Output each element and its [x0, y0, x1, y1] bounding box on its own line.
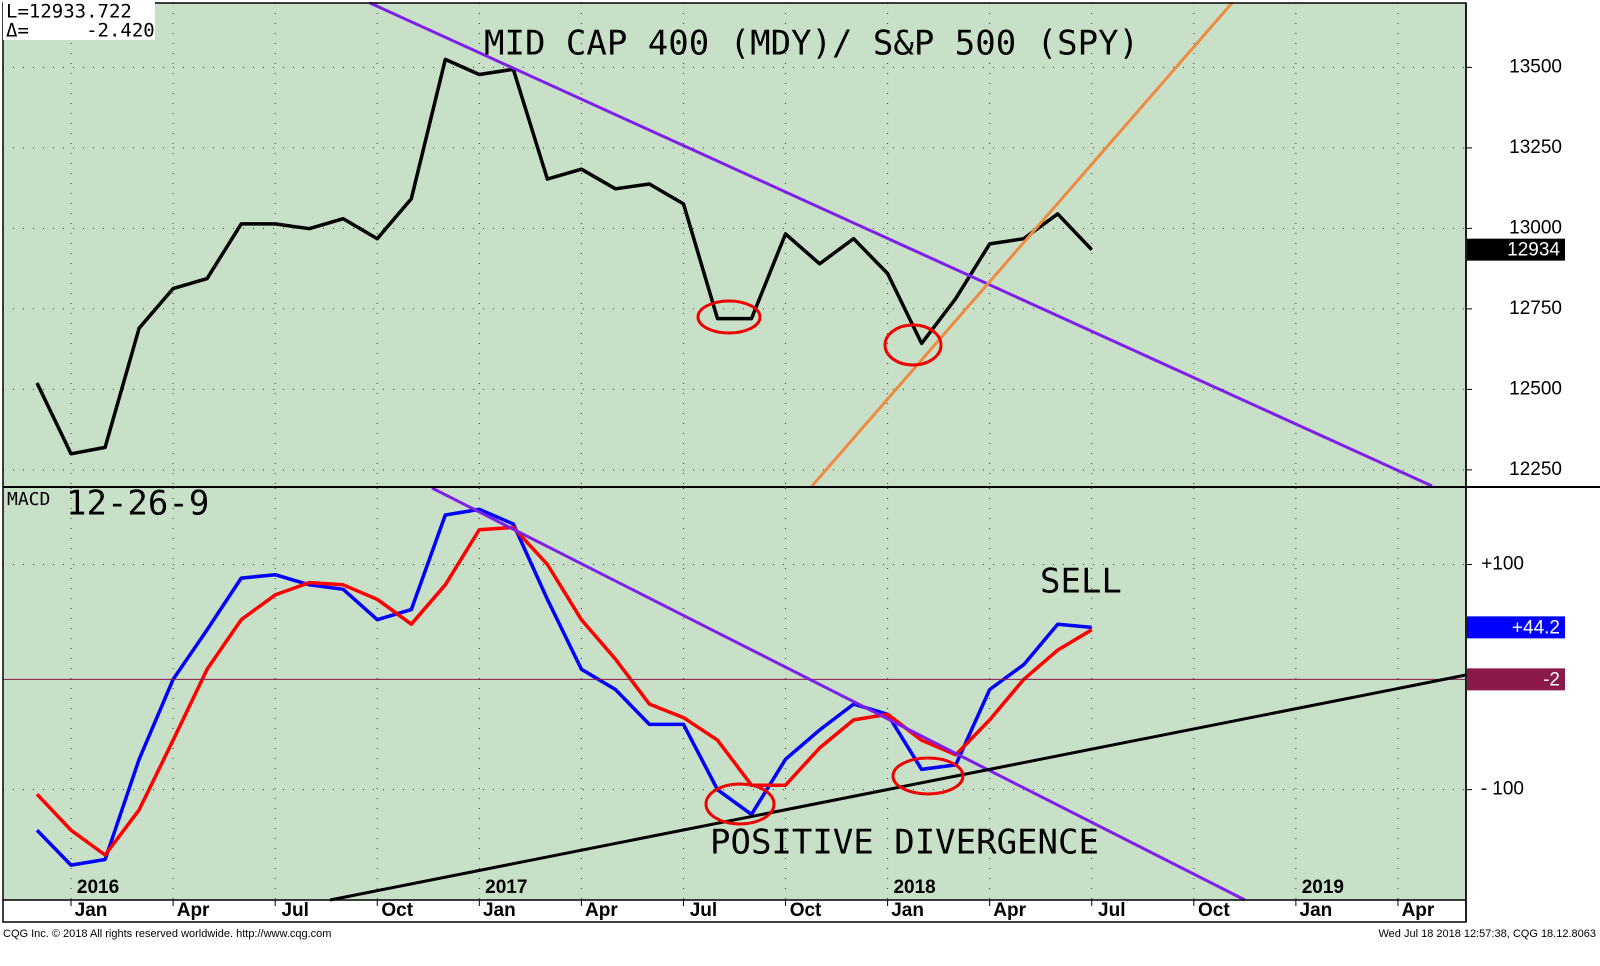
frame [2, 2, 1467, 923]
panel-label: MACD [7, 489, 50, 510]
x-tick-label: Oct [790, 900, 822, 921]
x-tick-label: Apr [1402, 900, 1435, 921]
value-marker-label: 12934 [1507, 240, 1560, 261]
trend-line [810, 2, 1234, 487]
y-tick-label: 12500 [1509, 378, 1562, 399]
value-marker-label: -2 [1543, 669, 1560, 690]
value-marker-label: +44.2 [1512, 617, 1560, 638]
chart-title: 12-26-9 [66, 484, 209, 524]
x-tick-label: Apr [585, 900, 618, 921]
y-tick-label: 12250 [1509, 459, 1562, 480]
value-marker [1467, 616, 1565, 639]
value-marker [1467, 668, 1565, 691]
year-label: 2019 [1302, 877, 1344, 898]
y-tick-label: 13250 [1509, 137, 1562, 158]
readout: L=12933.722 [6, 1, 132, 23]
data-line [35, 525, 1093, 857]
y-tick-label: +100 [1481, 554, 1524, 575]
year-label: 2018 [893, 877, 935, 898]
chart-title: MID CAP 400 (MDY)/ S&P 500 (SPY) [484, 24, 1139, 64]
x-tick-label: Oct [381, 900, 413, 921]
data-line [35, 57, 1093, 456]
x-tick-label: Jul [1098, 900, 1125, 921]
annotation: SELL [1040, 562, 1122, 602]
readout: Δ= -2.420 [6, 20, 155, 42]
x-tick-label: Jan [1300, 900, 1333, 921]
x-tick-label: Apr [993, 900, 1026, 921]
x-tick-label: Jan [483, 900, 516, 921]
highlight-circle [891, 756, 965, 796]
x-tick-label: Oct [1198, 900, 1230, 921]
year-label: 2017 [485, 877, 527, 898]
y-tick-label: 13000 [1509, 217, 1562, 238]
highlight-circle [704, 782, 776, 826]
y-tick-label: 12750 [1509, 298, 1562, 319]
plot-background [3, 3, 1466, 900]
x-tick-label: Jan [75, 900, 108, 921]
x-tick-label: Jul [281, 900, 308, 921]
annotation: POSITIVE DIVERGENCE [710, 823, 1099, 863]
x-tick-label: Jan [891, 900, 924, 921]
y-tick-label: - 100 [1481, 779, 1524, 800]
value-marker [1467, 238, 1565, 261]
trend-line [369, 1, 1433, 488]
trend-line [329, 673, 1467, 902]
footer: CQG Inc. © 2018 All rights reserved worl… [3, 928, 331, 940]
highlight-circle [883, 323, 943, 367]
highlight-circle [696, 299, 762, 335]
footer: Wed Jul 18 2018 12:57:38, CQG 18.12.8063 [1378, 928, 1596, 940]
x-tick-label: Apr [177, 900, 210, 921]
year-label: 2016 [77, 877, 119, 898]
annotations [329, 1, 1467, 902]
readout-box [3, 2, 155, 40]
trend-line [431, 486, 1246, 902]
y-tick-label: 13500 [1509, 56, 1562, 77]
x-tick-label: Jul [690, 900, 717, 921]
